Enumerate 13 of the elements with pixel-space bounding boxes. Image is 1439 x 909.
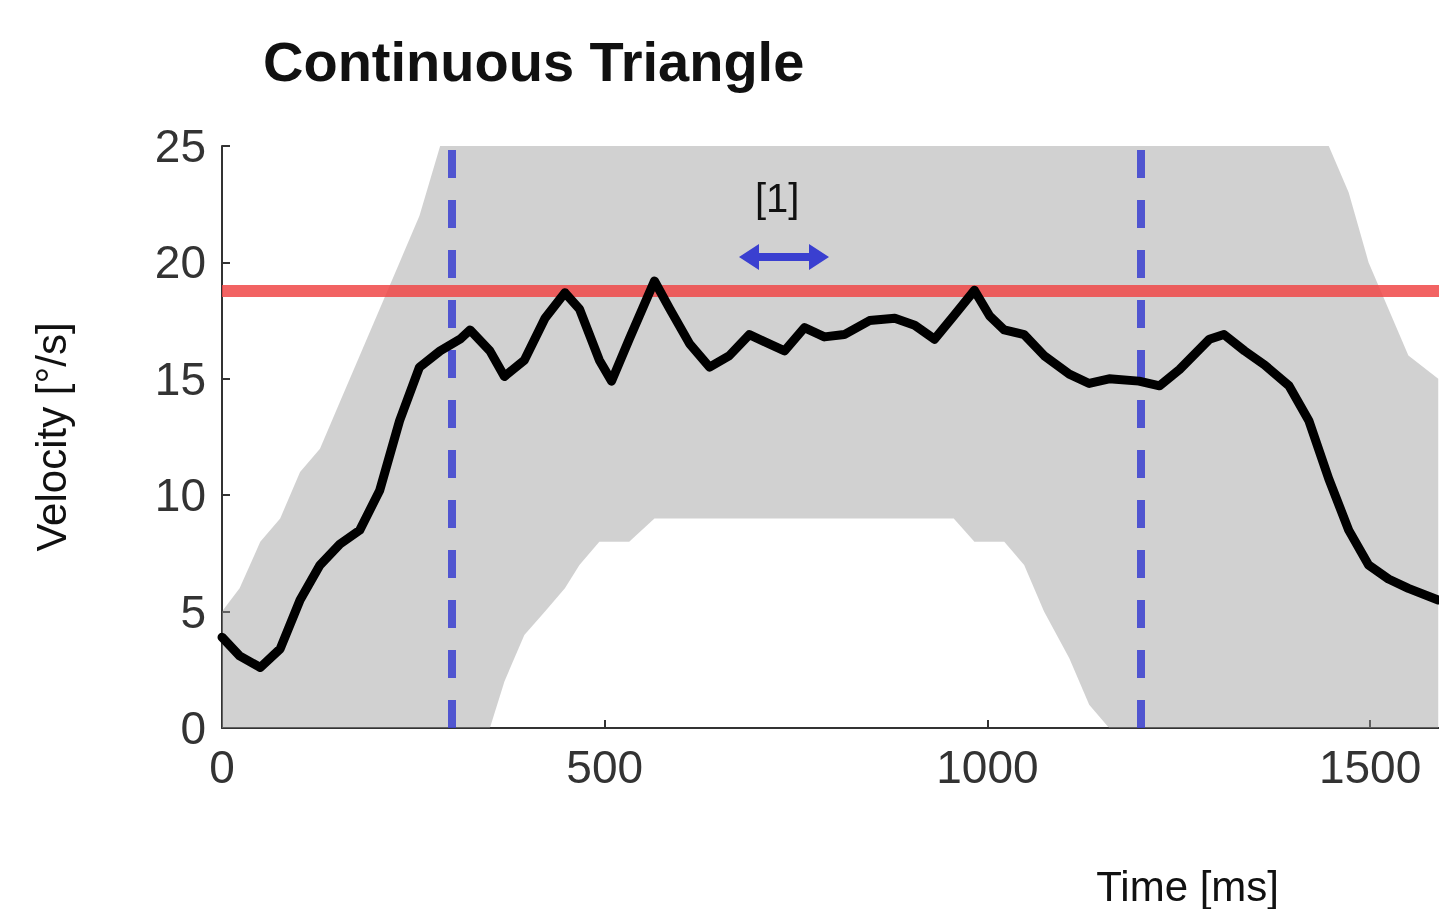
y-tick-label: 5 xyxy=(180,585,206,638)
y-tick-label: 15 xyxy=(154,352,206,405)
y-axis-title: Velocity [°/s] xyxy=(27,322,75,552)
y-tick-label: 0 xyxy=(180,702,206,754)
chart-title: Continuous Triangle xyxy=(263,29,805,93)
annotation: [1] xyxy=(755,176,800,220)
x-tick-label: 500 xyxy=(566,741,644,793)
y-tick-label: 10 xyxy=(154,469,206,522)
x-tick-label: 1000 xyxy=(936,741,1039,793)
x-tick-label: 1500 xyxy=(1318,741,1422,793)
y-tick-label: 25 xyxy=(154,120,206,172)
x-axis-title: Time [ms] xyxy=(1096,862,1279,909)
y-tick-label: 20 xyxy=(154,236,206,289)
